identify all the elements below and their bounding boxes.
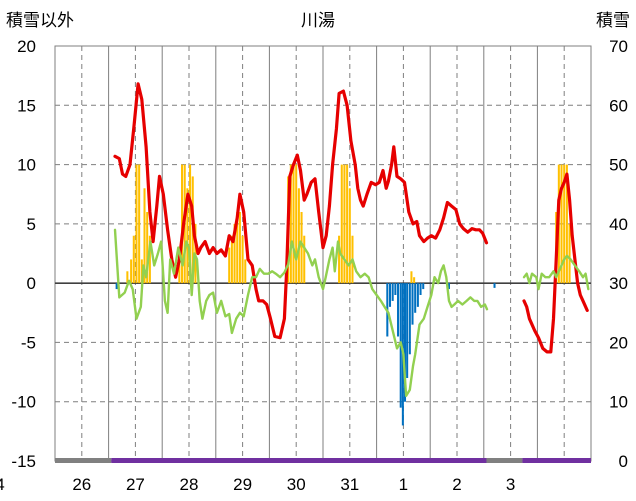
- band-segment: [111, 458, 487, 463]
- bar: [422, 283, 425, 290]
- bar: [388, 283, 392, 307]
- x-tick-label: 3: [506, 475, 515, 494]
- bar: [563, 164, 566, 284]
- bar: [493, 283, 496, 288]
- left-tick-label: -10: [11, 393, 36, 412]
- left-tick-label: 20: [17, 37, 36, 56]
- line-series: [113, 82, 590, 397]
- bar: [397, 283, 400, 337]
- series-line: [522, 172, 589, 354]
- bar: [244, 259, 247, 284]
- right-tick-label: 70: [609, 37, 628, 56]
- bar: [565, 164, 568, 284]
- bar: [189, 164, 192, 284]
- bar: [447, 283, 450, 290]
- bar: [343, 164, 346, 284]
- left-axis-title: 積雪以外: [6, 11, 74, 31]
- bar: [138, 164, 141, 284]
- band-segment: [486, 458, 523, 463]
- x-tick-label: 29: [233, 475, 252, 494]
- right-tick-label: 20: [609, 333, 628, 352]
- bottom-band: [55, 458, 591, 463]
- bar: [297, 188, 300, 284]
- right-axis-title: 積雪: [596, 11, 630, 31]
- bar: [228, 247, 231, 284]
- bar: [406, 283, 409, 378]
- bar: [292, 164, 295, 284]
- bar: [413, 277, 416, 284]
- bar: [303, 235, 306, 284]
- left-tick-label: 0: [27, 274, 36, 293]
- band-segment: [55, 458, 112, 463]
- bar: [410, 271, 413, 284]
- bar: [238, 212, 241, 284]
- bar: [416, 283, 419, 307]
- bar: [340, 164, 343, 284]
- bar-series: [115, 164, 571, 426]
- x-tick-label: 27: [126, 475, 145, 494]
- bar: [233, 223, 236, 284]
- bar: [241, 235, 244, 284]
- x-tick-label: 26: [72, 475, 91, 494]
- x-tick-label: 1: [399, 475, 408, 494]
- x-tick-label: 28: [180, 475, 199, 494]
- bar: [230, 235, 233, 284]
- bar: [346, 164, 349, 284]
- x-tick-label: 4: [0, 475, 5, 494]
- right-tick-label: 30: [609, 274, 628, 293]
- left-tick-label: 5: [27, 215, 36, 234]
- bar: [411, 283, 414, 325]
- bar: [414, 283, 417, 313]
- left-tick-label: -15: [11, 452, 36, 471]
- right-tick-label: 10: [609, 393, 628, 412]
- right-tick-label: 0: [619, 452, 628, 471]
- left-tick-label: -5: [21, 333, 36, 352]
- right-tick-label: 40: [609, 215, 628, 234]
- chart-title: 川湯: [301, 11, 335, 31]
- x-tick-label: 30: [287, 475, 306, 494]
- bar: [143, 188, 146, 284]
- bar: [568, 223, 571, 284]
- bar: [408, 283, 411, 355]
- left-tick-label: 15: [17, 96, 36, 115]
- series-line: [522, 254, 590, 291]
- bar: [391, 283, 394, 301]
- bar: [130, 259, 133, 284]
- bar: [419, 283, 422, 295]
- bar: [348, 188, 351, 284]
- bar: [135, 164, 138, 284]
- bar: [146, 212, 149, 284]
- band-segment: [522, 458, 591, 463]
- bar: [289, 164, 292, 284]
- right-tick-label: 50: [609, 156, 628, 175]
- bar: [403, 283, 407, 402]
- left-tick-label: 10: [17, 156, 36, 175]
- x-tick-label: 31: [340, 475, 359, 494]
- bar: [560, 164, 563, 284]
- bar: [236, 212, 239, 284]
- bar: [394, 283, 397, 295]
- bar: [295, 164, 298, 284]
- bar: [300, 212, 303, 284]
- right-tick-label: 60: [609, 96, 628, 115]
- bar: [132, 235, 135, 284]
- x-tick-label: 2: [452, 475, 461, 494]
- series-line: [113, 82, 489, 340]
- bar: [148, 235, 151, 284]
- bar: [338, 235, 341, 284]
- bar: [115, 283, 118, 290]
- series-line: [113, 228, 489, 397]
- bar: [126, 271, 129, 284]
- bar: [186, 188, 189, 284]
